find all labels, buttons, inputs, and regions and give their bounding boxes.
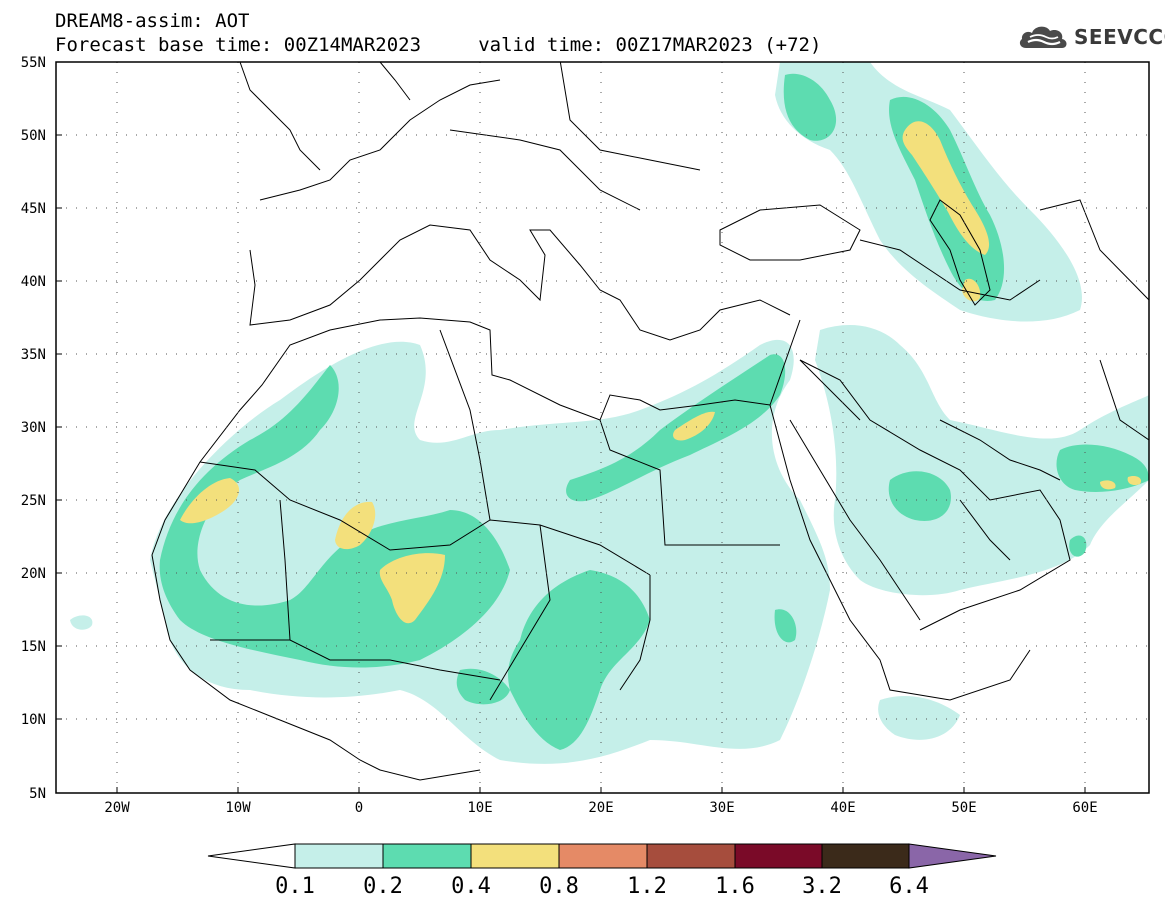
colorbar-label: 3.2	[802, 874, 842, 899]
lon-label: 0	[355, 800, 363, 816]
map-title: DREAM8-assim: AOT	[55, 10, 250, 32]
cloud-icon	[1019, 26, 1067, 48]
colorbar-bin	[470, 843, 560, 869]
lat-label: 45N	[21, 201, 46, 217]
colorbar-low-arrow	[207, 843, 296, 869]
lat-label: 25N	[21, 493, 46, 509]
logo-text: SEEVCCC	[1074, 25, 1165, 49]
colorbar-high-arrow	[908, 843, 997, 869]
latitude-labels: 55N 50N 45N 40N 35N 30N 25N 20N 15N 10N …	[21, 55, 46, 802]
colorbar-labels: 0.1 0.2 0.4 0.8 1.2 1.6 3.2 6.4	[275, 874, 929, 899]
lon-label: 30E	[709, 800, 734, 816]
colorbar-bin	[294, 843, 384, 869]
lat-label: 15N	[21, 639, 46, 655]
lat-label: 20N	[21, 566, 46, 582]
colorbar-label: 0.8	[539, 874, 579, 899]
colorbar-bin	[821, 843, 910, 869]
forecast-times: Forecast base time: 00Z14MAR2023 valid t…	[55, 34, 822, 56]
lat-label: 50N	[21, 128, 46, 144]
colorbar-bin	[558, 843, 648, 869]
colorbar-label: 6.4	[889, 874, 929, 899]
coastlines	[151, 62, 1149, 781]
colorbar-label: 0.2	[363, 874, 403, 899]
lat-label: 55N	[21, 55, 46, 71]
graticule	[56, 62, 1149, 793]
lat-label: 10N	[21, 712, 46, 728]
lat-label: 35N	[21, 347, 46, 363]
lat-label: 30N	[21, 420, 46, 436]
lon-label: 50E	[951, 800, 976, 816]
aot-band-0-4	[180, 121, 1142, 624]
colorbar-bin	[646, 843, 736, 869]
longitude-labels: 20W 10W 0 10E 20E 30E 40E 50E 60E	[104, 800, 1097, 816]
colorbar-bin	[734, 843, 823, 869]
aot-contours	[70, 62, 1149, 764]
lat-label: 40N	[21, 274, 46, 290]
lon-label: 40E	[830, 800, 855, 816]
lon-label: 10E	[467, 800, 492, 816]
colorbar-label: 0.4	[451, 874, 491, 899]
colorbar	[207, 843, 997, 869]
lat-label: 5N	[29, 786, 46, 802]
lon-label: 60E	[1072, 800, 1097, 816]
lon-label: 20W	[104, 800, 130, 816]
colorbar-label: 1.2	[627, 874, 667, 899]
colorbar-label: 1.6	[715, 874, 755, 899]
colorbar-label: 0.1	[275, 874, 315, 899]
axis-ticks	[56, 61, 1086, 794]
lon-label: 20E	[588, 800, 613, 816]
seevccc-logo: SEEVCCC	[1018, 22, 1165, 52]
colorbar-bin	[382, 843, 472, 869]
lon-label: 10W	[225, 800, 251, 816]
